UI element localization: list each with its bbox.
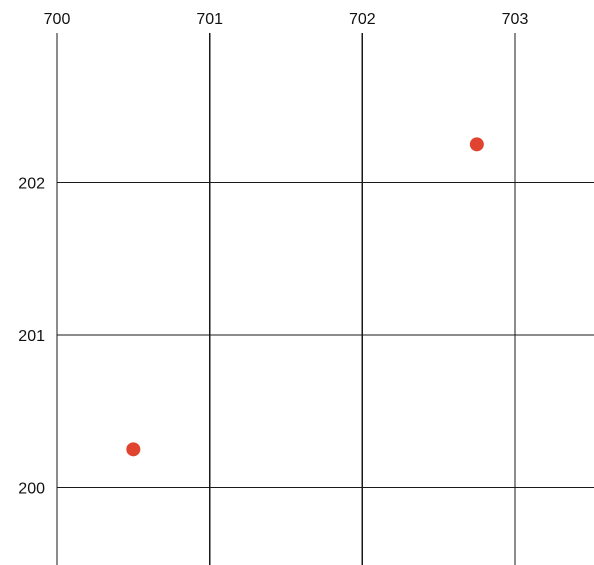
grid: [56, 33, 594, 565]
y-tick-label: 201: [18, 328, 45, 345]
x-tick-label: 701: [196, 11, 223, 28]
x-tick-label: 703: [502, 11, 529, 28]
data-points: [126, 137, 484, 457]
tick-labels: 700 701 702 703 202 201 200: [18, 11, 528, 497]
x-tick-label: 700: [44, 11, 71, 28]
scatter-point: [469, 137, 484, 152]
y-tick-label: 202: [18, 175, 45, 192]
x-tick-label: 702: [349, 11, 376, 28]
scatter-point: [126, 442, 141, 457]
y-tick-label: 200: [18, 480, 45, 497]
